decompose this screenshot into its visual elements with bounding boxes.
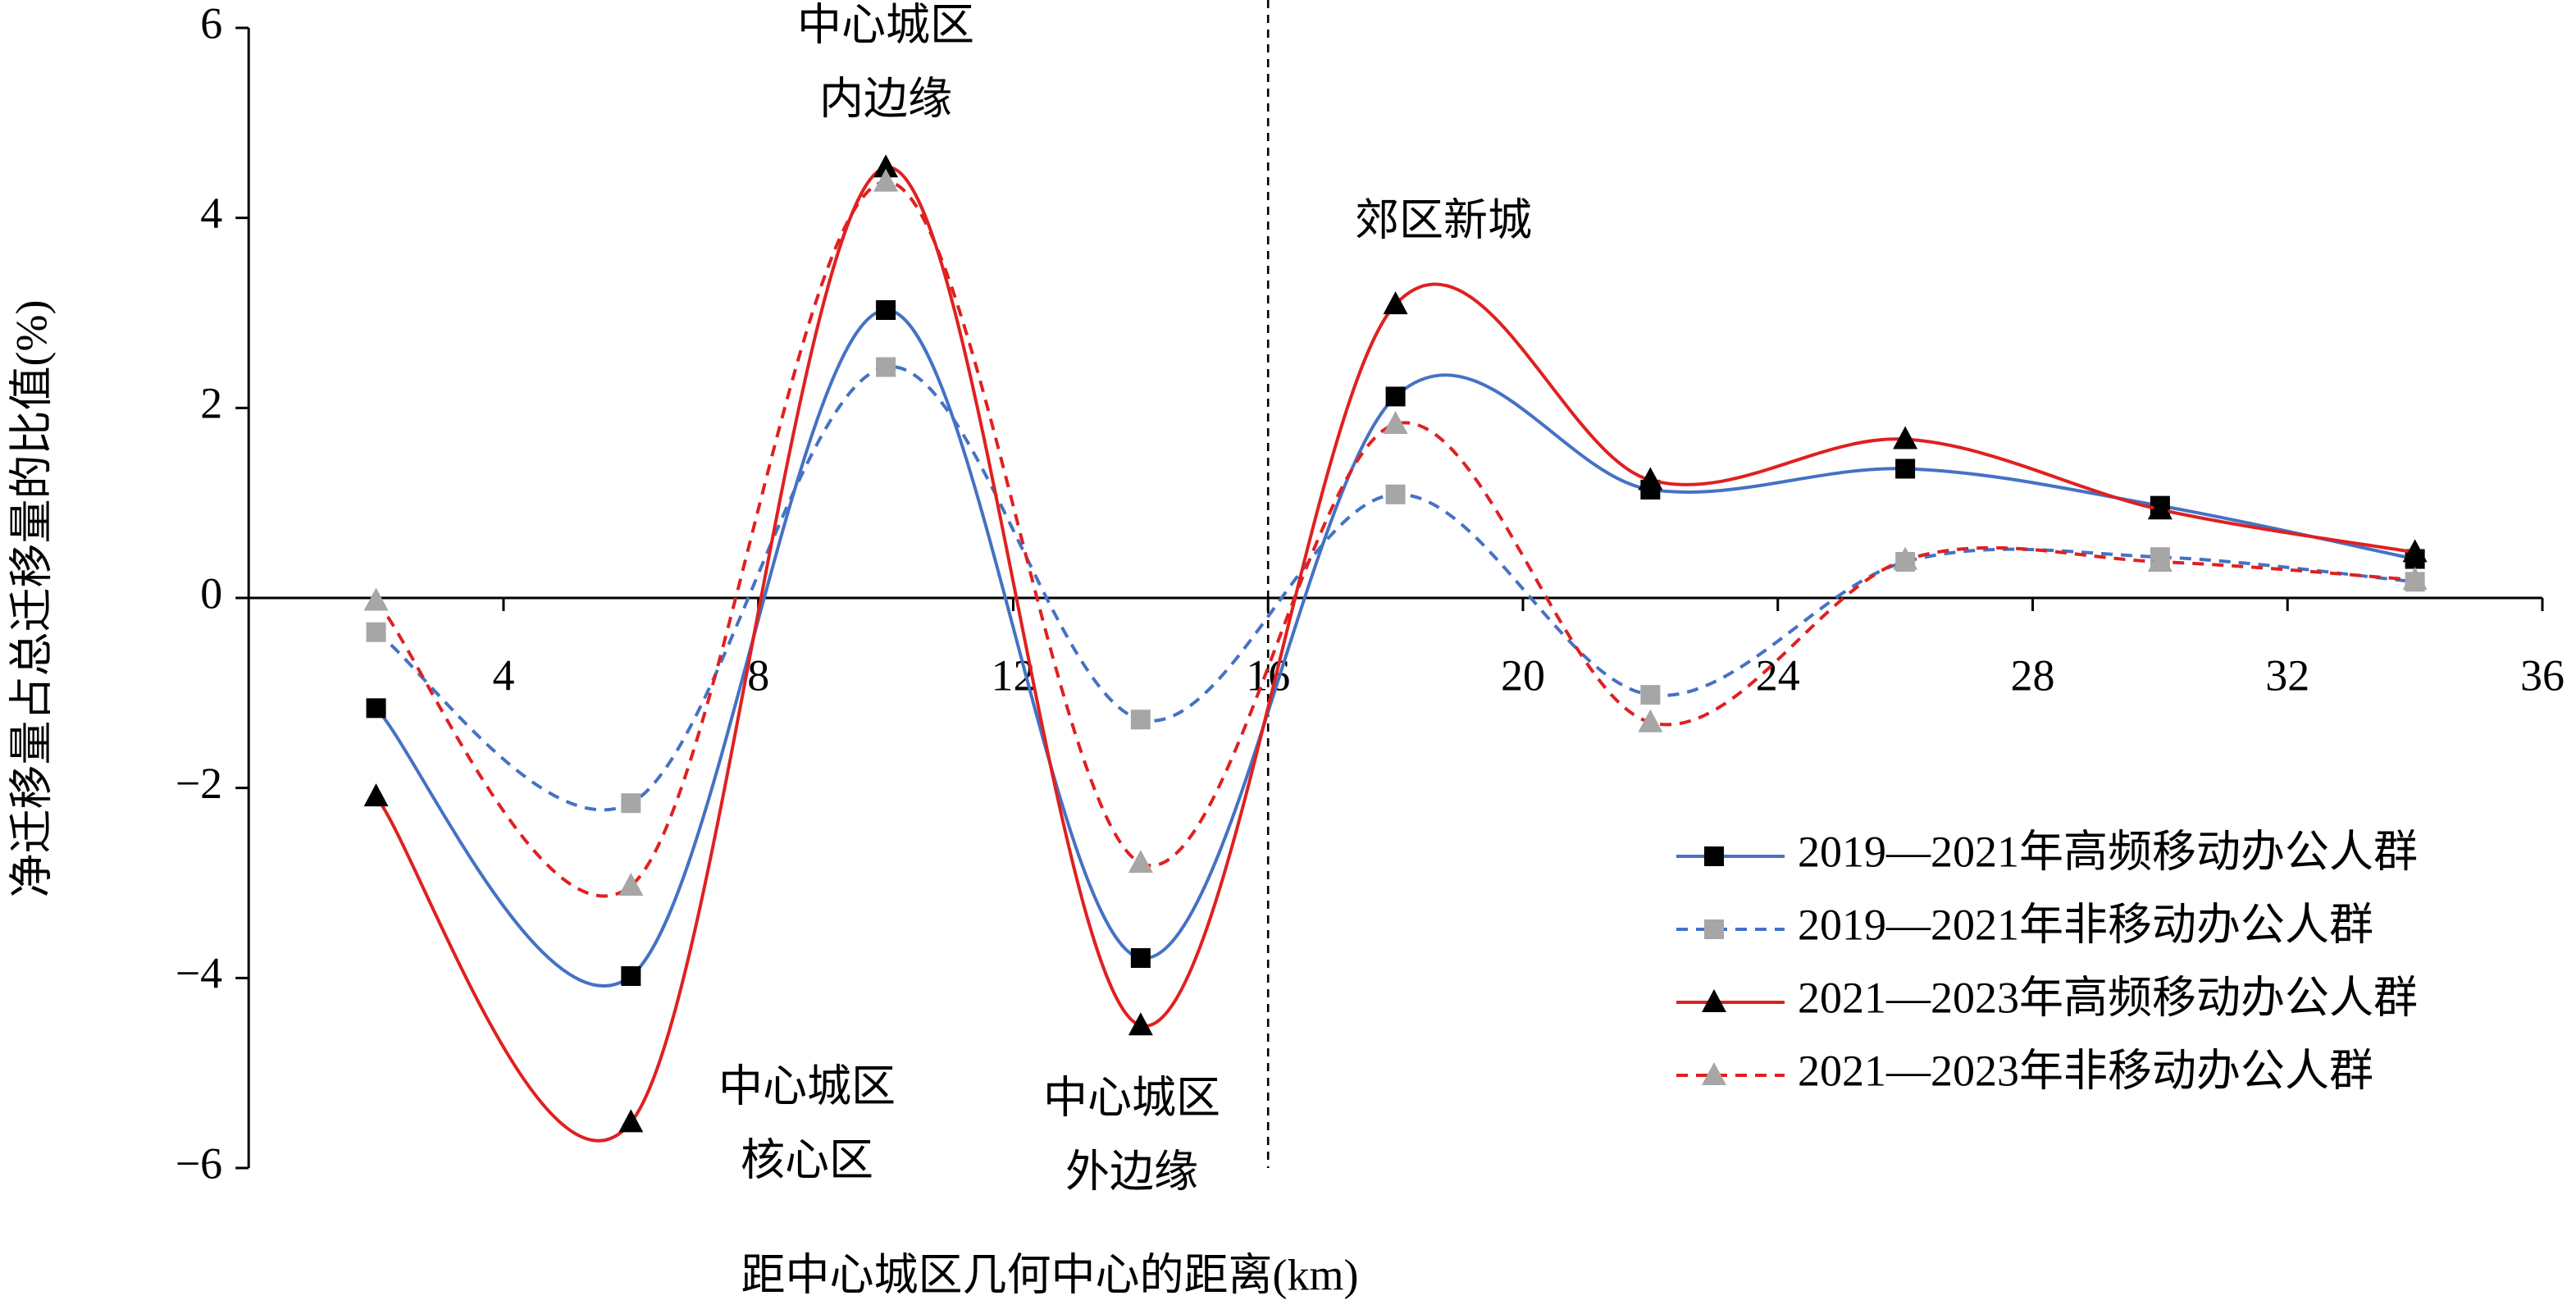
- legend-label: 2021—2023年非移动办公人群: [1798, 1046, 2373, 1095]
- marker: [1638, 709, 1663, 732]
- x-tick-label: 20: [1501, 650, 1545, 700]
- y-tick-label: 0: [200, 568, 222, 618]
- annotation: 内边缘: [819, 74, 952, 123]
- marker: [1640, 685, 1661, 705]
- y-tick-label: 6: [200, 0, 222, 48]
- x-tick-label: 36: [2520, 650, 2565, 700]
- y-tick-label: 4: [200, 189, 222, 238]
- y-axis-title: 净迁移量占总迁移量的比值(%): [7, 300, 56, 898]
- marker: [1893, 546, 1918, 570]
- marker: [1128, 850, 1153, 874]
- x-tick-label: 32: [2265, 650, 2309, 700]
- marker: [366, 698, 386, 719]
- marker: [1385, 484, 1406, 504]
- marker: [1704, 846, 1724, 866]
- annotation: 郊区新城: [1355, 195, 1532, 244]
- series-line: [375, 308, 2416, 988]
- marker: [1702, 989, 1726, 1012]
- marker: [876, 357, 896, 377]
- marker: [873, 168, 899, 192]
- y-tick-label: −4: [176, 949, 222, 998]
- marker: [1383, 411, 1408, 435]
- x-tick-label: 16: [1246, 650, 1290, 700]
- marker: [2402, 539, 2428, 563]
- marker: [1638, 467, 1663, 490]
- marker: [873, 154, 899, 178]
- marker: [618, 1109, 644, 1133]
- legend-label: 2021—2023年高频移动办公人群: [1798, 973, 2418, 1022]
- marker: [363, 587, 389, 611]
- annotation: 中心城区: [1043, 1073, 1220, 1122]
- marker: [2147, 496, 2173, 520]
- series-line: [375, 166, 2415, 1143]
- marker: [1128, 1012, 1153, 1036]
- marker: [876, 300, 896, 321]
- marker: [1385, 386, 1406, 407]
- marker: [1893, 426, 1918, 449]
- y-tick-label: −6: [176, 1138, 222, 1188]
- legend-label: 2019—2021年高频移动办公人群: [1798, 827, 2418, 876]
- marker: [1895, 459, 1916, 479]
- x-tick-label: 28: [2010, 650, 2054, 700]
- y-tick-label: 2: [200, 379, 222, 428]
- marker: [2147, 548, 2173, 572]
- annotation: 中心城区: [797, 0, 974, 49]
- marker: [1702, 1062, 1726, 1085]
- x-axis-title: 距中心城区几何中心的距离(km): [741, 1250, 1359, 1299]
- marker: [1704, 919, 1724, 939]
- marker: [366, 622, 386, 642]
- y-tick-label: −2: [176, 759, 222, 808]
- marker: [621, 793, 641, 814]
- marker: [363, 783, 389, 807]
- marker: [618, 872, 644, 896]
- marker: [621, 966, 641, 987]
- marker: [1130, 948, 1151, 969]
- annotation: 外边缘: [1065, 1147, 1198, 1196]
- series-line: [375, 180, 2415, 898]
- annotation: 核心区: [741, 1135, 873, 1184]
- annotation: 中心城区: [718, 1061, 896, 1111]
- marker: [1383, 291, 1408, 315]
- marker: [1130, 709, 1151, 730]
- marker: [2402, 566, 2428, 590]
- legend-label: 2019—2021年非移动办公人群: [1798, 900, 2373, 949]
- x-tick-label: 4: [492, 650, 514, 700]
